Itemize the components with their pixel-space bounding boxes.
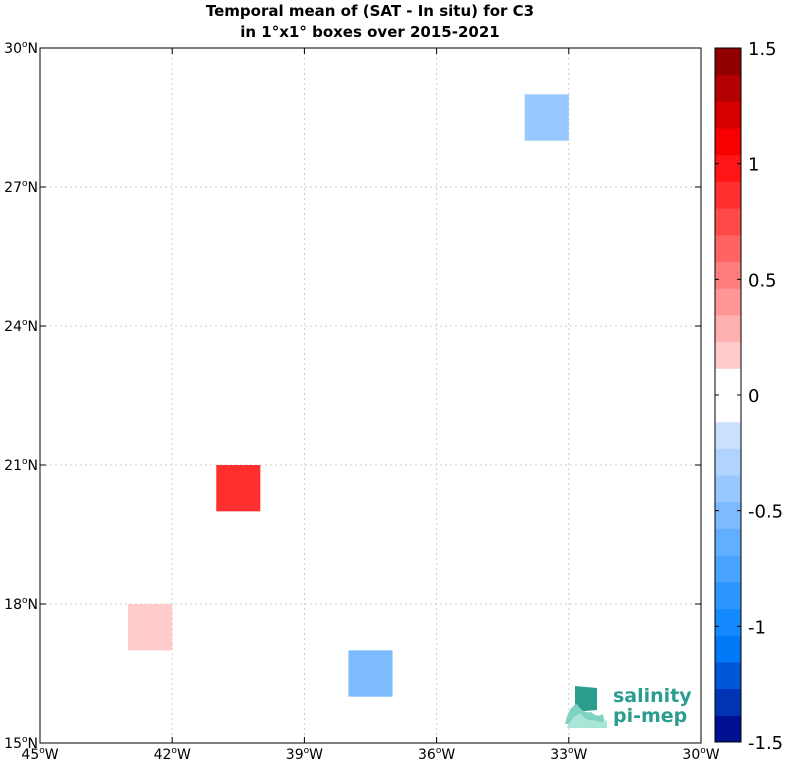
colorbar-segment xyxy=(715,101,741,129)
colorbar-segment xyxy=(715,128,741,156)
y-tick-label: 15oN xyxy=(4,735,38,752)
colorbar-segment xyxy=(715,528,741,556)
y-tick-label: 27oN xyxy=(4,179,38,196)
x-tick-label: 45oW xyxy=(21,746,58,763)
colorbar-segment xyxy=(715,608,741,636)
colorbar-segment xyxy=(715,48,741,76)
plot-frame xyxy=(39,47,702,744)
x-tick-label: 39oW xyxy=(286,746,323,763)
salinity-pimep-waves-icon xyxy=(565,686,607,728)
colorbar-segment xyxy=(715,555,741,583)
colorbar-segment xyxy=(715,475,741,503)
colorbar-segment xyxy=(715,341,741,369)
colorbar-tick-label: -1 xyxy=(748,617,766,638)
colorbar-tick-label: 1.5 xyxy=(748,39,777,60)
logo-text-pimep: pi-mep xyxy=(613,705,688,727)
chart-title-line1: Temporal mean of (SAT - In situ) for C3 xyxy=(205,2,535,20)
x-tick-label: 30oW xyxy=(682,746,719,763)
colorbar-segment xyxy=(715,261,741,289)
heatmap-cell xyxy=(128,604,173,651)
colorbar-tick-label: -1.5 xyxy=(748,733,783,754)
colorbar-segment xyxy=(715,395,741,423)
colorbar-segment xyxy=(715,74,741,102)
colorbar-segment xyxy=(715,501,741,529)
salinity-pimep-logo: salinity pi-mep xyxy=(563,684,693,730)
chart-title-line2: in 1°x1° boxes over 2015-2021 xyxy=(240,23,500,41)
colorbar-segment xyxy=(715,154,741,182)
colorbar-tick-label: 0 xyxy=(748,386,759,407)
colorbar-tick-label: 0.5 xyxy=(748,270,777,291)
x-tick-label: 42oW xyxy=(154,746,191,763)
colorbar-segment xyxy=(715,715,741,743)
logo-text-salinity: salinity xyxy=(613,685,692,707)
y-tick-label: 24oN xyxy=(4,318,38,335)
x-tick-label: 36oW xyxy=(418,746,455,763)
colorbar-segment xyxy=(715,688,741,716)
colorbar-segment xyxy=(715,448,741,476)
heatmap-cell xyxy=(216,465,261,512)
colorbar-tick-label: -0.5 xyxy=(748,502,783,523)
colorbar-segment xyxy=(715,661,741,690)
colorbar-tick-label: 1 xyxy=(748,155,759,176)
colorbar-segment xyxy=(715,208,741,236)
colorbar-segment xyxy=(715,314,741,343)
heatmap-cell xyxy=(348,650,393,697)
heatmap-cell xyxy=(524,94,569,141)
y-tick-label: 18oN xyxy=(4,596,38,613)
colorbar-segment xyxy=(715,181,741,209)
colorbar-segment xyxy=(715,635,741,663)
colorbar-segment xyxy=(715,421,741,449)
colorbar-segment xyxy=(715,368,741,396)
y-tick-label: 30oN xyxy=(4,40,38,57)
x-tick-label: 33oW xyxy=(550,746,587,763)
colorbar-segment xyxy=(715,234,741,263)
y-tick-label: 21oN xyxy=(4,457,38,474)
colorbar-segment xyxy=(715,288,741,316)
colorbar-segment xyxy=(715,581,741,610)
